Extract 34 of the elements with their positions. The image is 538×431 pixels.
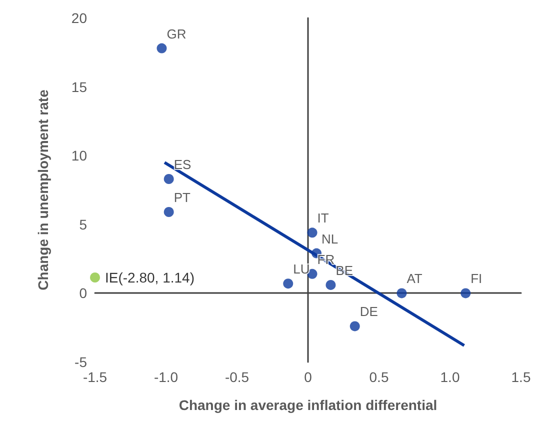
data-label: DE [360, 304, 378, 320]
y-axis-title: Change in unemployment rate [35, 89, 51, 290]
point [164, 207, 174, 218]
point [164, 174, 174, 184]
annotation: IE(-2.80, 1.14) [105, 270, 194, 286]
x-tick-label: -1.5 [82, 369, 108, 385]
point [283, 278, 294, 289]
y-tick-label: 15 [71, 78, 88, 95]
y-tick-label: 20 [71, 10, 88, 26]
point [460, 288, 471, 298]
x-axis-title: Change in average inflation differential [178, 397, 438, 413]
y-tick-label: 0 [79, 285, 88, 302]
point [307, 228, 318, 238]
point [326, 280, 336, 290]
point [307, 268, 318, 279]
y-tick-label: 5 [79, 216, 88, 232]
x-tick-label: 1.5 [511, 369, 531, 385]
data-label: FI [470, 271, 482, 286]
data-label: AT [406, 271, 422, 286]
x-tick-label: -0.5 [224, 369, 250, 385]
data-label: IT [317, 210, 329, 226]
data-label: ES [174, 156, 192, 172]
point [396, 288, 407, 298]
x-tick-label: 0.5 [369, 369, 389, 385]
data-label: PT [174, 190, 191, 206]
point [350, 321, 360, 332]
x-tick-label: -1.0 [154, 369, 178, 385]
x-tick-label: 0 [304, 369, 312, 385]
point [156, 43, 167, 54]
y-tick-label: -5 [74, 354, 88, 370]
data-label: NL [322, 231, 338, 246]
x-tick-label: 1.0 [440, 369, 460, 385]
y-tick-label: 10 [71, 148, 88, 164]
data-label: GR [166, 26, 186, 42]
